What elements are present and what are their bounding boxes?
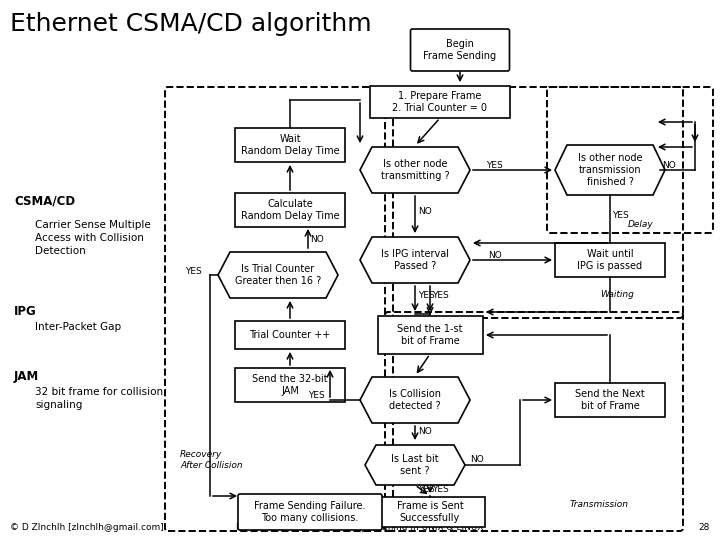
Text: Inter-Packet Gap: Inter-Packet Gap — [35, 322, 121, 332]
Text: NO: NO — [418, 428, 432, 436]
Text: © D Zlnchlh [zlnchlh@gmail.com]: © D Zlnchlh [zlnchlh@gmail.com] — [10, 523, 163, 532]
Text: NO: NO — [470, 456, 484, 464]
Text: Trial Counter ++: Trial Counter ++ — [249, 330, 330, 340]
FancyBboxPatch shape — [238, 494, 382, 530]
Text: YES: YES — [308, 390, 325, 400]
Text: Transmission: Transmission — [570, 500, 629, 509]
Text: NO: NO — [418, 207, 432, 217]
Text: NO: NO — [488, 252, 502, 260]
FancyBboxPatch shape — [375, 497, 485, 527]
Text: 32 bit frame for collision
signaling: 32 bit frame for collision signaling — [35, 387, 163, 410]
Text: Wait until
IPG is passed: Wait until IPG is passed — [577, 249, 642, 271]
Text: Delay: Delay — [628, 220, 654, 229]
Text: Send the Next
bit of Frame: Send the Next bit of Frame — [575, 389, 645, 411]
Text: Wait
Random Delay Time: Wait Random Delay Time — [240, 134, 339, 156]
FancyBboxPatch shape — [410, 29, 510, 71]
Text: Send the 1-st
bit of Frame: Send the 1-st bit of Frame — [397, 324, 463, 346]
FancyBboxPatch shape — [370, 86, 510, 118]
Text: YES: YES — [418, 485, 435, 495]
Text: YES: YES — [612, 211, 629, 219]
Text: Ethernet CSMA/CD algorithm: Ethernet CSMA/CD algorithm — [10, 12, 372, 36]
Text: Is other node
transmitting ?: Is other node transmitting ? — [381, 159, 449, 181]
Text: Is Trial Counter
Greater then 16 ?: Is Trial Counter Greater then 16 ? — [235, 264, 321, 286]
Text: 1. Prepare Frame
2. Trial Counter = 0: 1. Prepare Frame 2. Trial Counter = 0 — [392, 91, 487, 113]
Text: YES: YES — [486, 161, 503, 171]
Polygon shape — [360, 147, 470, 193]
Text: YES: YES — [185, 267, 202, 276]
Text: Recovery
After Collision: Recovery After Collision — [180, 450, 243, 470]
Text: Is Last bit
sent ?: Is Last bit sent ? — [391, 454, 438, 476]
Text: Send the 32-bit
JAM: Send the 32-bit JAM — [252, 374, 328, 396]
FancyBboxPatch shape — [235, 368, 345, 402]
Polygon shape — [555, 145, 665, 195]
Polygon shape — [360, 237, 470, 283]
Text: Carrier Sense Multiple
Access with Collision
Detection: Carrier Sense Multiple Access with Colli… — [35, 220, 150, 256]
Polygon shape — [360, 377, 470, 423]
FancyBboxPatch shape — [555, 243, 665, 277]
Text: IPG: IPG — [14, 305, 37, 318]
Text: Waiting: Waiting — [600, 290, 634, 299]
Text: Is Collision
detected ?: Is Collision detected ? — [389, 389, 441, 411]
FancyBboxPatch shape — [235, 128, 345, 162]
Text: YES: YES — [418, 292, 435, 300]
Text: Begin
Frame Sending: Begin Frame Sending — [423, 39, 497, 61]
Text: Frame Sending Failure.
Too many collisions.: Frame Sending Failure. Too many collisio… — [254, 501, 366, 523]
Text: 28: 28 — [698, 523, 710, 532]
FancyBboxPatch shape — [377, 316, 482, 354]
Text: Introduction to Network Programming in UNIX & LINUX: Introduction to Network Programming in U… — [236, 523, 484, 532]
FancyBboxPatch shape — [555, 383, 665, 417]
Text: Calculate
Random Delay Time: Calculate Random Delay Time — [240, 199, 339, 221]
Polygon shape — [365, 445, 465, 485]
FancyBboxPatch shape — [235, 193, 345, 227]
Text: Frame is Sent
Successfully: Frame is Sent Successfully — [397, 501, 464, 523]
Text: NO: NO — [310, 235, 324, 245]
Polygon shape — [218, 252, 338, 298]
Text: Is IPG interval
Passed ?: Is IPG interval Passed ? — [381, 249, 449, 271]
Text: JAM: JAM — [14, 370, 40, 383]
FancyBboxPatch shape — [235, 321, 345, 349]
Text: YES: YES — [432, 485, 449, 495]
Text: Is other node
transmission
finished ?: Is other node transmission finished ? — [577, 153, 642, 187]
Text: CSMA/CD: CSMA/CD — [14, 195, 75, 208]
Text: NO: NO — [662, 161, 676, 171]
Text: YES: YES — [432, 292, 449, 300]
